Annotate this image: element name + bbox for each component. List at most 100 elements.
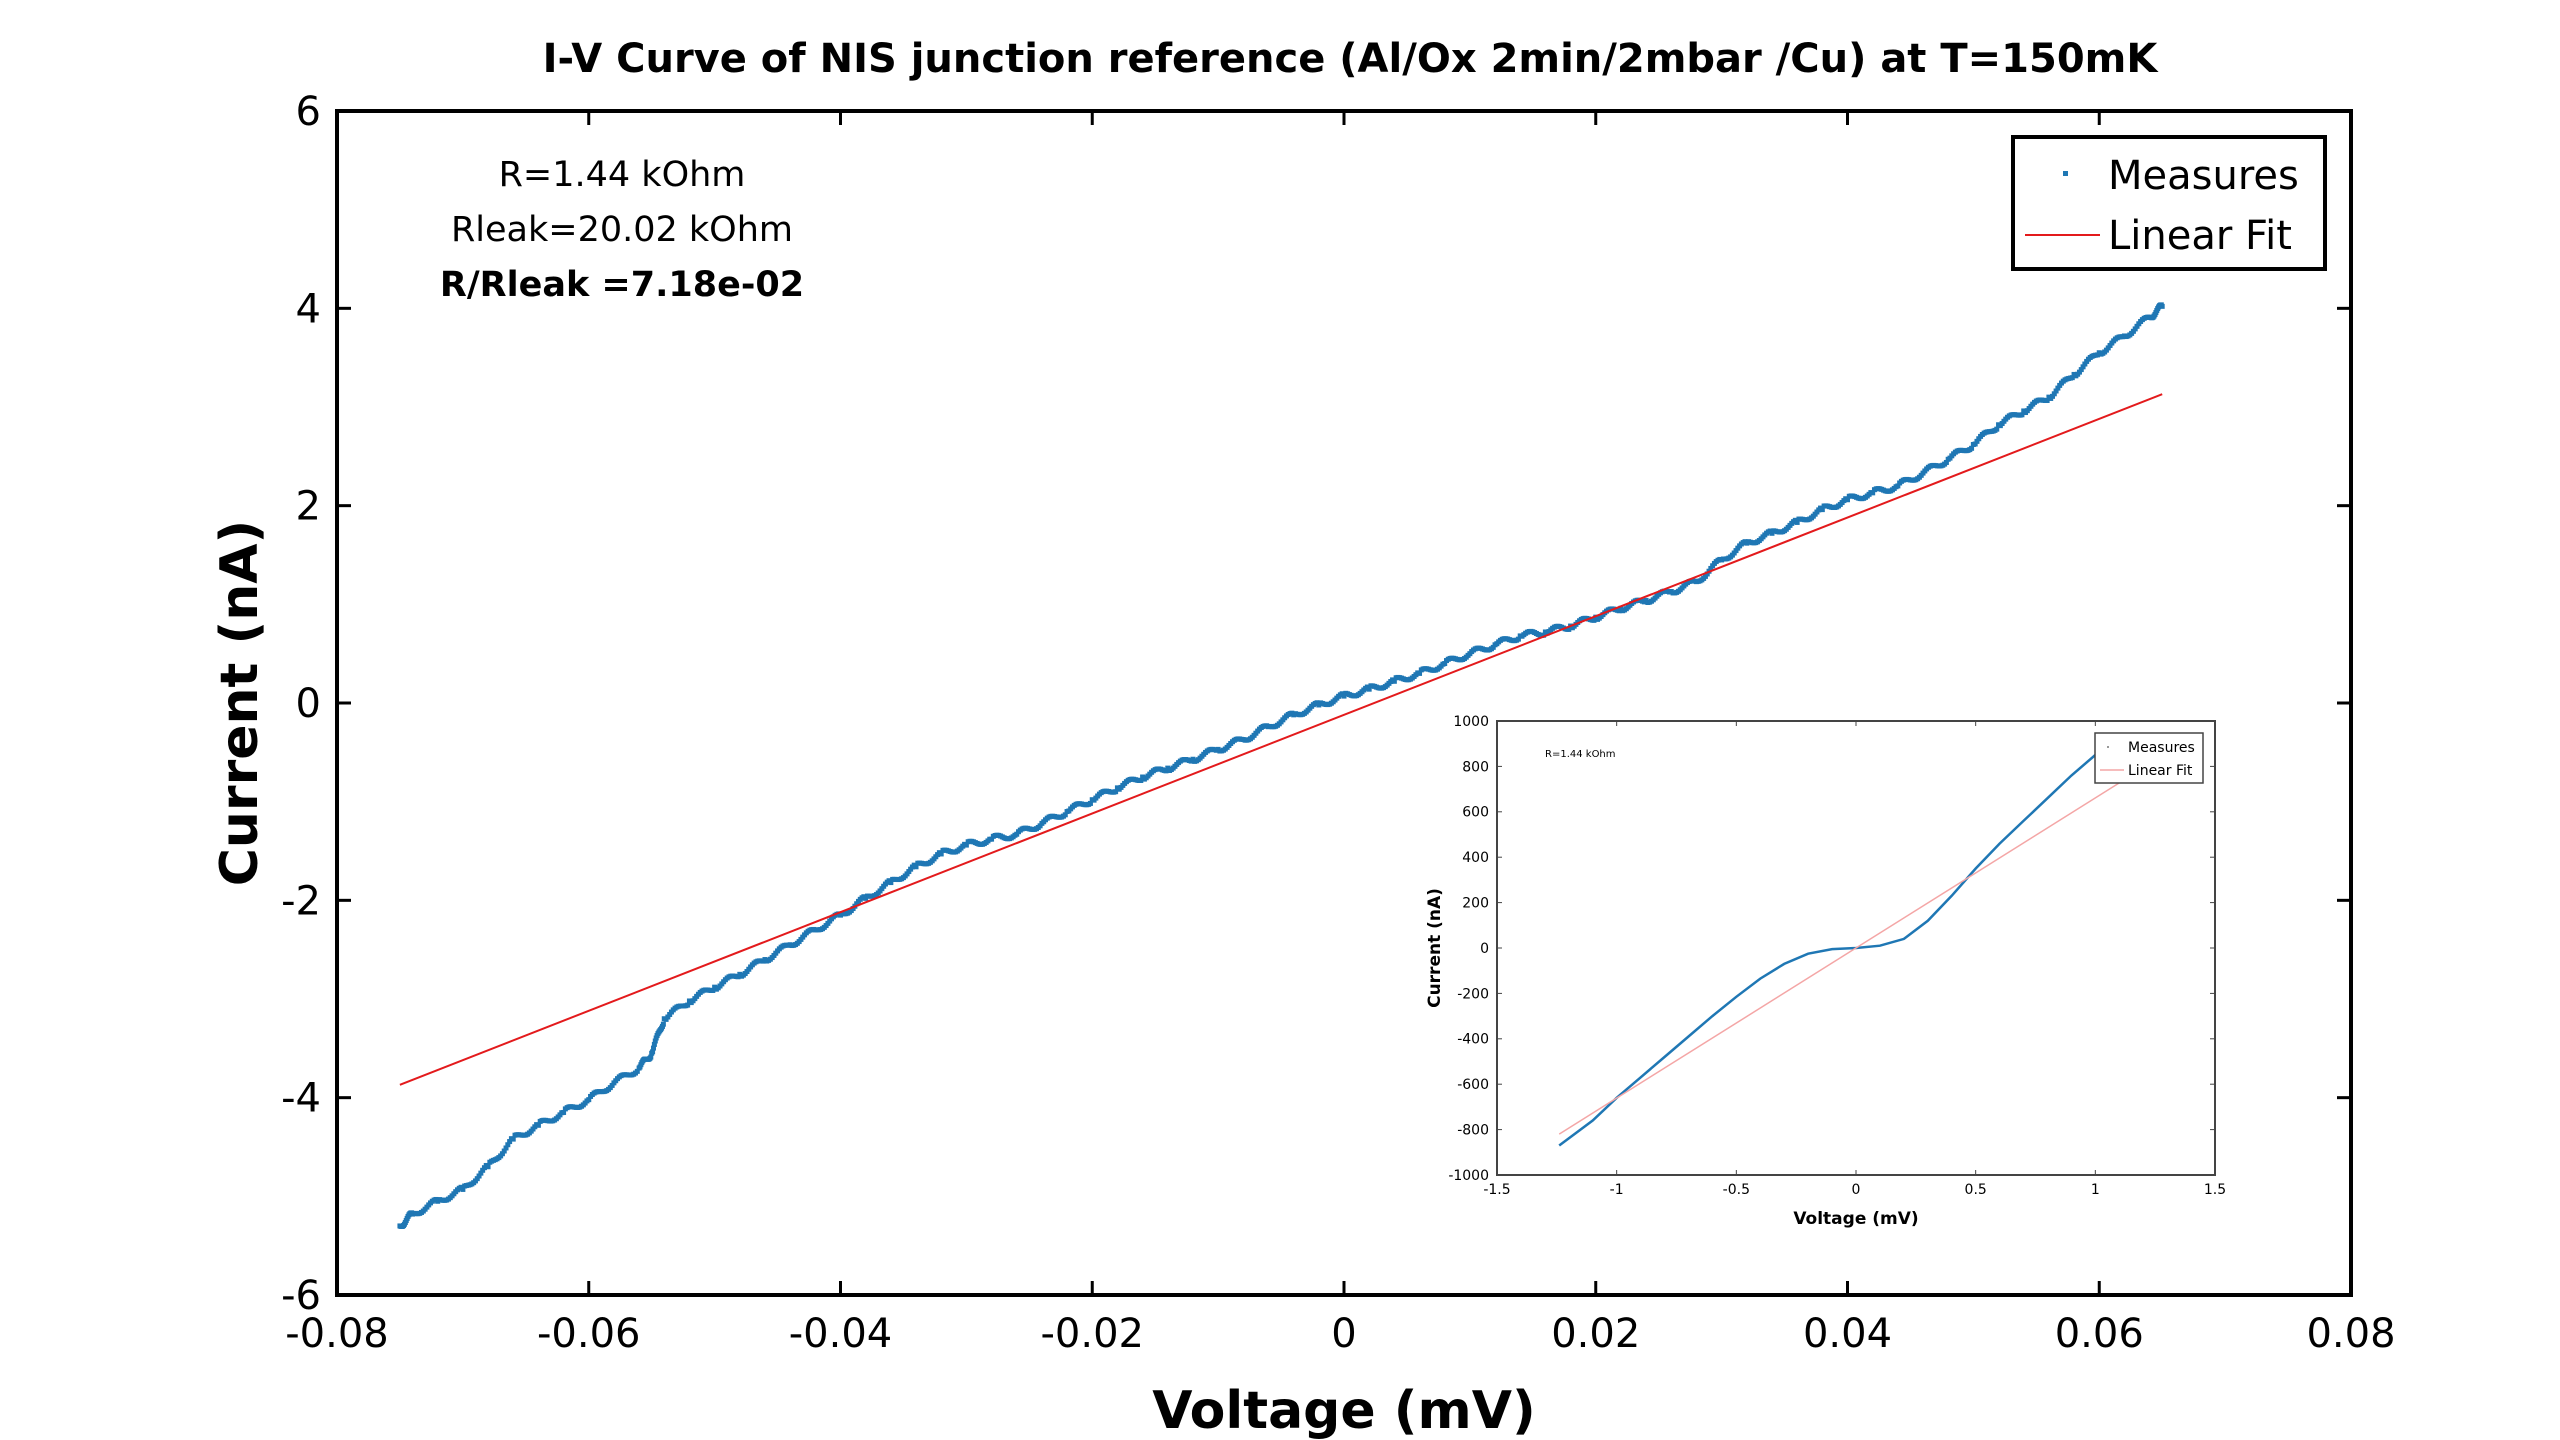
data-point (1870, 490, 1876, 496)
data-point (586, 1097, 592, 1103)
data-point (2134, 323, 2140, 329)
inset-legend-label-linear-fit: Linear Fit (2128, 763, 2193, 779)
data-point (650, 1049, 656, 1055)
inset-y-tick-label: 600 (1462, 805, 1489, 821)
inset-y-tick-label: -600 (1457, 1077, 1489, 1093)
x-tick-label: -0.04 (789, 1311, 893, 1357)
data-point (2053, 388, 2059, 394)
chart-title: I-V Curve of NIS junction reference (Al/… (543, 36, 2160, 82)
data-point (499, 1151, 505, 1157)
inset-y-tick-label: 1000 (1453, 714, 1489, 730)
x-tick-label: 0.04 (1803, 1311, 1892, 1357)
data-point (476, 1173, 482, 1179)
data-point (989, 836, 995, 842)
data-point (913, 864, 919, 870)
inset-legend-marker-measures (2107, 746, 2109, 748)
data-point (507, 1139, 513, 1145)
data-point (480, 1167, 486, 1173)
data-point (1341, 693, 1347, 699)
data-point (710, 987, 716, 993)
x-tick-label: -0.08 (285, 1311, 389, 1357)
data-point (1895, 483, 1901, 489)
data-point (1515, 636, 1521, 642)
inset-legend: Measures Linear Fit (2094, 732, 2204, 784)
data-point (460, 1186, 466, 1192)
y-axis-label: Current (nA) (210, 520, 270, 887)
data-point (609, 1082, 615, 1088)
y-tick-label: -6 (281, 1273, 321, 1319)
inset-y-tick-label: 200 (1462, 896, 1489, 912)
data-point (2051, 391, 2057, 397)
legend-label-linear-fit: Linear Fit (2108, 213, 2292, 259)
inset-x-tick-label: -0.5 (1723, 1182, 1750, 1198)
inset-y-tick-label: -800 (1457, 1123, 1489, 1139)
inset-legend-label-measures: Measures (2128, 740, 2195, 756)
legend: Measures Linear Fit (2011, 135, 2327, 271)
data-point (2049, 393, 2055, 399)
inset-frame (1496, 720, 2216, 1176)
data-point (634, 1068, 640, 1074)
data-point (2076, 369, 2082, 375)
data-point (2069, 375, 2075, 381)
data-point (505, 1142, 511, 1148)
data-point (1138, 777, 1144, 783)
data-point (648, 1054, 654, 1060)
inset-y-tick-label: -400 (1457, 1032, 1489, 1048)
data-point (1566, 626, 1572, 632)
data-point (1708, 565, 1714, 571)
data-point (1994, 426, 2000, 432)
annotation-resistance: R=1.44 kOhm (499, 155, 746, 195)
inset-series-measures (1558, 754, 2097, 1147)
plot-area: -0.08 -0.06 -0.04 -0.02 0 0.02 0.04 0.06 0.08 -6 -… (281, 89, 2395, 1357)
data-point (1391, 678, 1397, 684)
data-point (651, 1041, 657, 1047)
main-chart: I-V Curve of NIS junction reference (Al/… (210, 36, 2396, 1440)
inset-series-linear-fit (1558, 761, 2154, 1135)
inset-annotation-resistance: R=1.44 kOhm (1545, 749, 1616, 760)
data-point (2019, 412, 2025, 418)
y-tick-label: -4 (281, 1076, 321, 1122)
data-point (1794, 519, 1800, 525)
data-point (2055, 385, 2061, 391)
data-point (2044, 397, 2050, 403)
data-point (685, 1002, 691, 1008)
inset-x-tick-label: 1.5 (2204, 1182, 2226, 1198)
data-point (2132, 326, 2138, 332)
data-point (1490, 644, 1496, 650)
inset-chart: -1.5 -1 -0.5 0 0.5 1 1.5 -1000 -800 -600 -400 -200 0… (1425, 714, 2226, 1229)
data-point (1972, 441, 1978, 447)
inset-y-tick-label: 0 (1480, 941, 1489, 957)
data-point (938, 851, 944, 857)
inset-y-axis-label: Current (nA) (1425, 888, 1445, 1008)
data-point (2159, 303, 2165, 309)
series-linear-fit (399, 393, 2163, 1086)
data-point (535, 1122, 541, 1128)
inset-y-tick-label: -200 (1457, 986, 1489, 1002)
inset-x-tick-label: 0 (1852, 1182, 1861, 1198)
data-point (510, 1136, 516, 1142)
data-point (503, 1145, 509, 1151)
data-point (1062, 812, 1068, 818)
data-point (1969, 445, 1975, 451)
data-point (1845, 497, 1850, 503)
data-point (660, 1021, 666, 1027)
data-point (561, 1109, 567, 1115)
data-point (1366, 686, 1372, 692)
inset-x-tick-label: 0.5 (1965, 1182, 1987, 1198)
series-measures (397, 302, 2165, 1229)
data-point (501, 1148, 507, 1154)
data-point (1113, 789, 1119, 795)
data-point (1163, 768, 1169, 774)
annotation-leak-resistance: Rleak=20.02 kOhm (451, 210, 793, 250)
y-tick-label: 0 (296, 681, 321, 727)
inset-x-tick-label: 1 (2091, 1182, 2100, 1198)
data-point (1974, 438, 1980, 444)
x-tick-label: 0.02 (1551, 1311, 1640, 1357)
inset-y-tick-label: 800 (1462, 759, 1489, 775)
data-point (1591, 617, 1597, 623)
x-tick-label: -0.06 (537, 1311, 641, 1357)
legend-marker-measures (2063, 171, 2068, 176)
data-point (478, 1170, 484, 1176)
y-tick-label: 2 (296, 484, 321, 530)
